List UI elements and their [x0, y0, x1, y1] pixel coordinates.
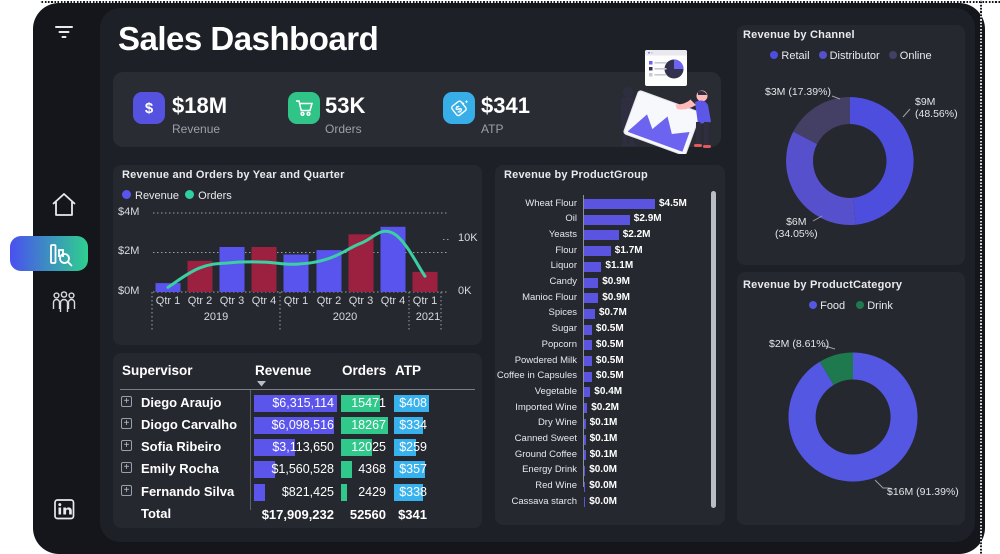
svg-text:$: $	[454, 104, 466, 116]
svg-text:$: $	[145, 100, 154, 117]
